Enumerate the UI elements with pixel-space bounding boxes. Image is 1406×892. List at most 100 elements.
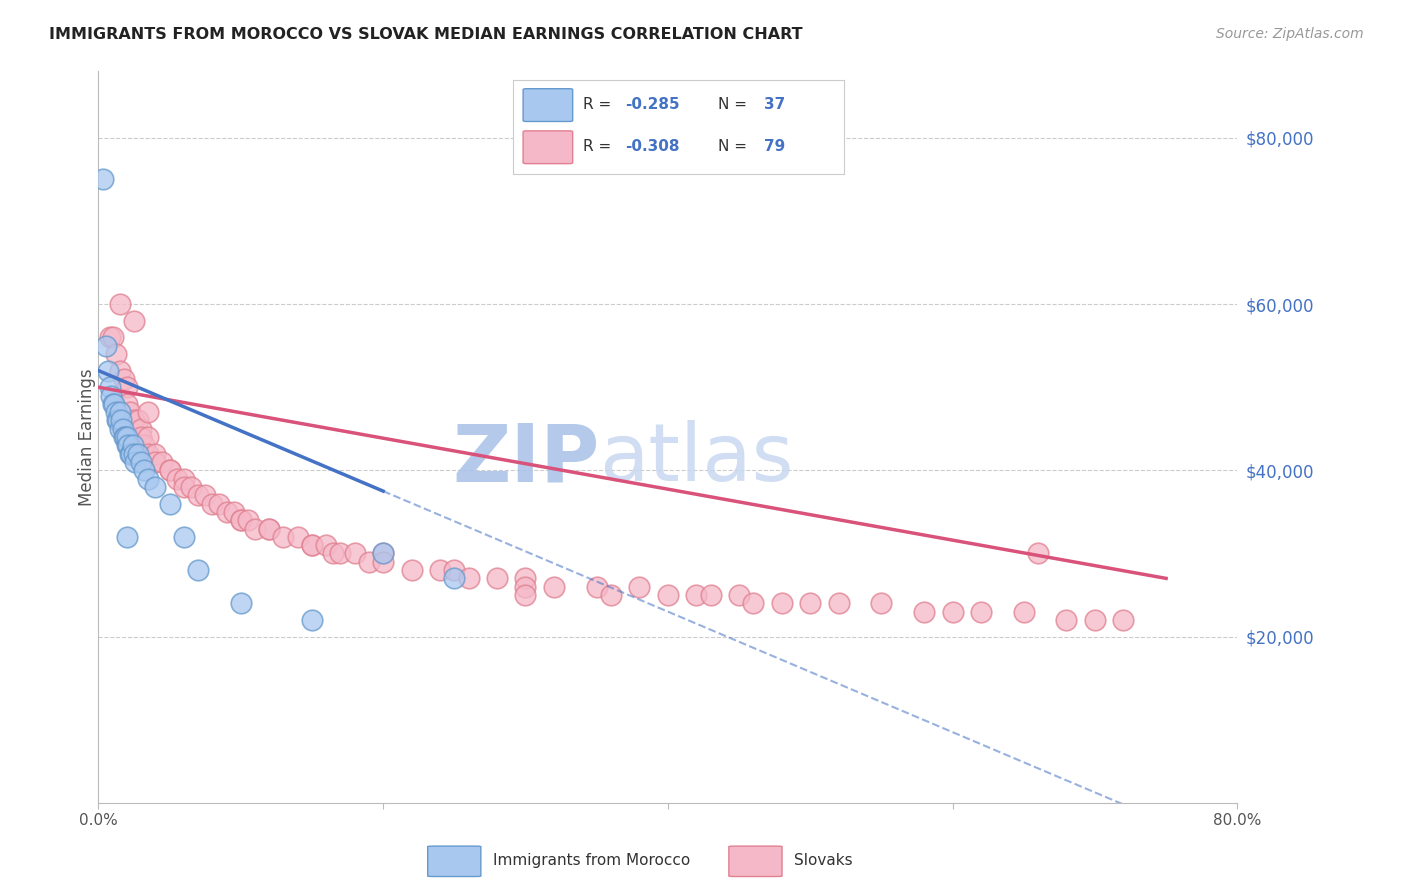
Point bbox=[127, 447, 149, 461]
Point bbox=[122, 413, 145, 427]
Point bbox=[229, 513, 252, 527]
Point bbox=[515, 580, 537, 594]
Point bbox=[1056, 613, 1078, 627]
Point bbox=[108, 405, 131, 419]
Point bbox=[115, 380, 138, 394]
Point bbox=[173, 530, 195, 544]
Point bbox=[301, 538, 323, 552]
Point bbox=[132, 438, 155, 452]
Y-axis label: Median Earnings: Median Earnings bbox=[79, 368, 96, 506]
Point bbox=[159, 497, 181, 511]
Point bbox=[208, 497, 231, 511]
Point bbox=[115, 438, 138, 452]
Point bbox=[136, 405, 159, 419]
Point bbox=[970, 605, 993, 619]
Point bbox=[127, 413, 149, 427]
Point bbox=[443, 571, 465, 585]
Point bbox=[121, 438, 143, 452]
Text: 79: 79 bbox=[765, 139, 786, 154]
Point bbox=[215, 505, 238, 519]
Point bbox=[173, 472, 195, 486]
Point bbox=[628, 580, 651, 594]
Point bbox=[315, 538, 337, 552]
Point bbox=[301, 538, 323, 552]
Point bbox=[129, 422, 152, 436]
Point bbox=[343, 546, 366, 560]
Point bbox=[124, 455, 146, 469]
Point bbox=[107, 413, 129, 427]
Point bbox=[108, 297, 131, 311]
Point bbox=[229, 596, 252, 610]
Point bbox=[799, 596, 821, 610]
Point bbox=[515, 571, 537, 585]
Point bbox=[1026, 546, 1049, 560]
Point bbox=[371, 546, 394, 560]
Point bbox=[322, 546, 344, 560]
Point bbox=[115, 530, 138, 544]
Point bbox=[104, 405, 127, 419]
FancyBboxPatch shape bbox=[523, 88, 572, 121]
Point bbox=[515, 588, 537, 602]
Point bbox=[129, 455, 152, 469]
Point bbox=[129, 430, 152, 444]
Text: 37: 37 bbox=[765, 97, 786, 112]
Point bbox=[1012, 605, 1035, 619]
Point bbox=[870, 596, 893, 610]
Point bbox=[101, 397, 124, 411]
Point bbox=[657, 588, 679, 602]
Point bbox=[159, 463, 181, 477]
Point bbox=[105, 413, 128, 427]
Point bbox=[120, 447, 142, 461]
Point bbox=[104, 347, 127, 361]
Point bbox=[173, 480, 195, 494]
Point bbox=[429, 563, 451, 577]
Text: R =: R = bbox=[582, 97, 616, 112]
Point bbox=[111, 422, 134, 436]
Text: Source: ZipAtlas.com: Source: ZipAtlas.com bbox=[1216, 27, 1364, 41]
Text: R =: R = bbox=[582, 139, 616, 154]
Point bbox=[243, 521, 266, 535]
Point bbox=[728, 588, 751, 602]
Point bbox=[259, 521, 281, 535]
Text: IMMIGRANTS FROM MOROCCO VS SLOVAK MEDIAN EARNINGS CORRELATION CHART: IMMIGRANTS FROM MOROCCO VS SLOVAK MEDIAN… bbox=[49, 27, 803, 42]
Point bbox=[600, 588, 623, 602]
Point bbox=[108, 422, 131, 436]
Point bbox=[145, 447, 167, 461]
Point bbox=[1112, 613, 1135, 627]
Point bbox=[229, 513, 252, 527]
Point bbox=[236, 513, 259, 527]
FancyBboxPatch shape bbox=[427, 847, 481, 877]
Point bbox=[115, 397, 138, 411]
Point bbox=[112, 430, 135, 444]
Point bbox=[110, 413, 132, 427]
Text: ZIP: ZIP bbox=[453, 420, 599, 498]
Text: N =: N = bbox=[718, 139, 752, 154]
Point bbox=[912, 605, 935, 619]
Point bbox=[187, 563, 209, 577]
Point bbox=[97, 363, 120, 377]
Point bbox=[543, 580, 565, 594]
Point bbox=[828, 596, 851, 610]
Point bbox=[159, 463, 181, 477]
Point bbox=[91, 172, 114, 186]
Point bbox=[443, 563, 465, 577]
Point bbox=[122, 314, 145, 328]
Point bbox=[117, 438, 139, 452]
Text: Slovaks: Slovaks bbox=[794, 853, 852, 868]
Point bbox=[166, 472, 188, 486]
Point bbox=[98, 330, 121, 344]
Point bbox=[136, 447, 159, 461]
Point bbox=[685, 588, 707, 602]
Point bbox=[942, 605, 965, 619]
FancyBboxPatch shape bbox=[728, 847, 782, 877]
Point bbox=[101, 330, 124, 344]
FancyBboxPatch shape bbox=[523, 131, 572, 163]
Point bbox=[371, 555, 394, 569]
Text: N =: N = bbox=[718, 97, 752, 112]
Point bbox=[112, 372, 135, 386]
Point bbox=[136, 430, 159, 444]
Point bbox=[357, 555, 380, 569]
Text: -0.285: -0.285 bbox=[626, 97, 681, 112]
Point bbox=[222, 505, 245, 519]
Point bbox=[115, 430, 138, 444]
